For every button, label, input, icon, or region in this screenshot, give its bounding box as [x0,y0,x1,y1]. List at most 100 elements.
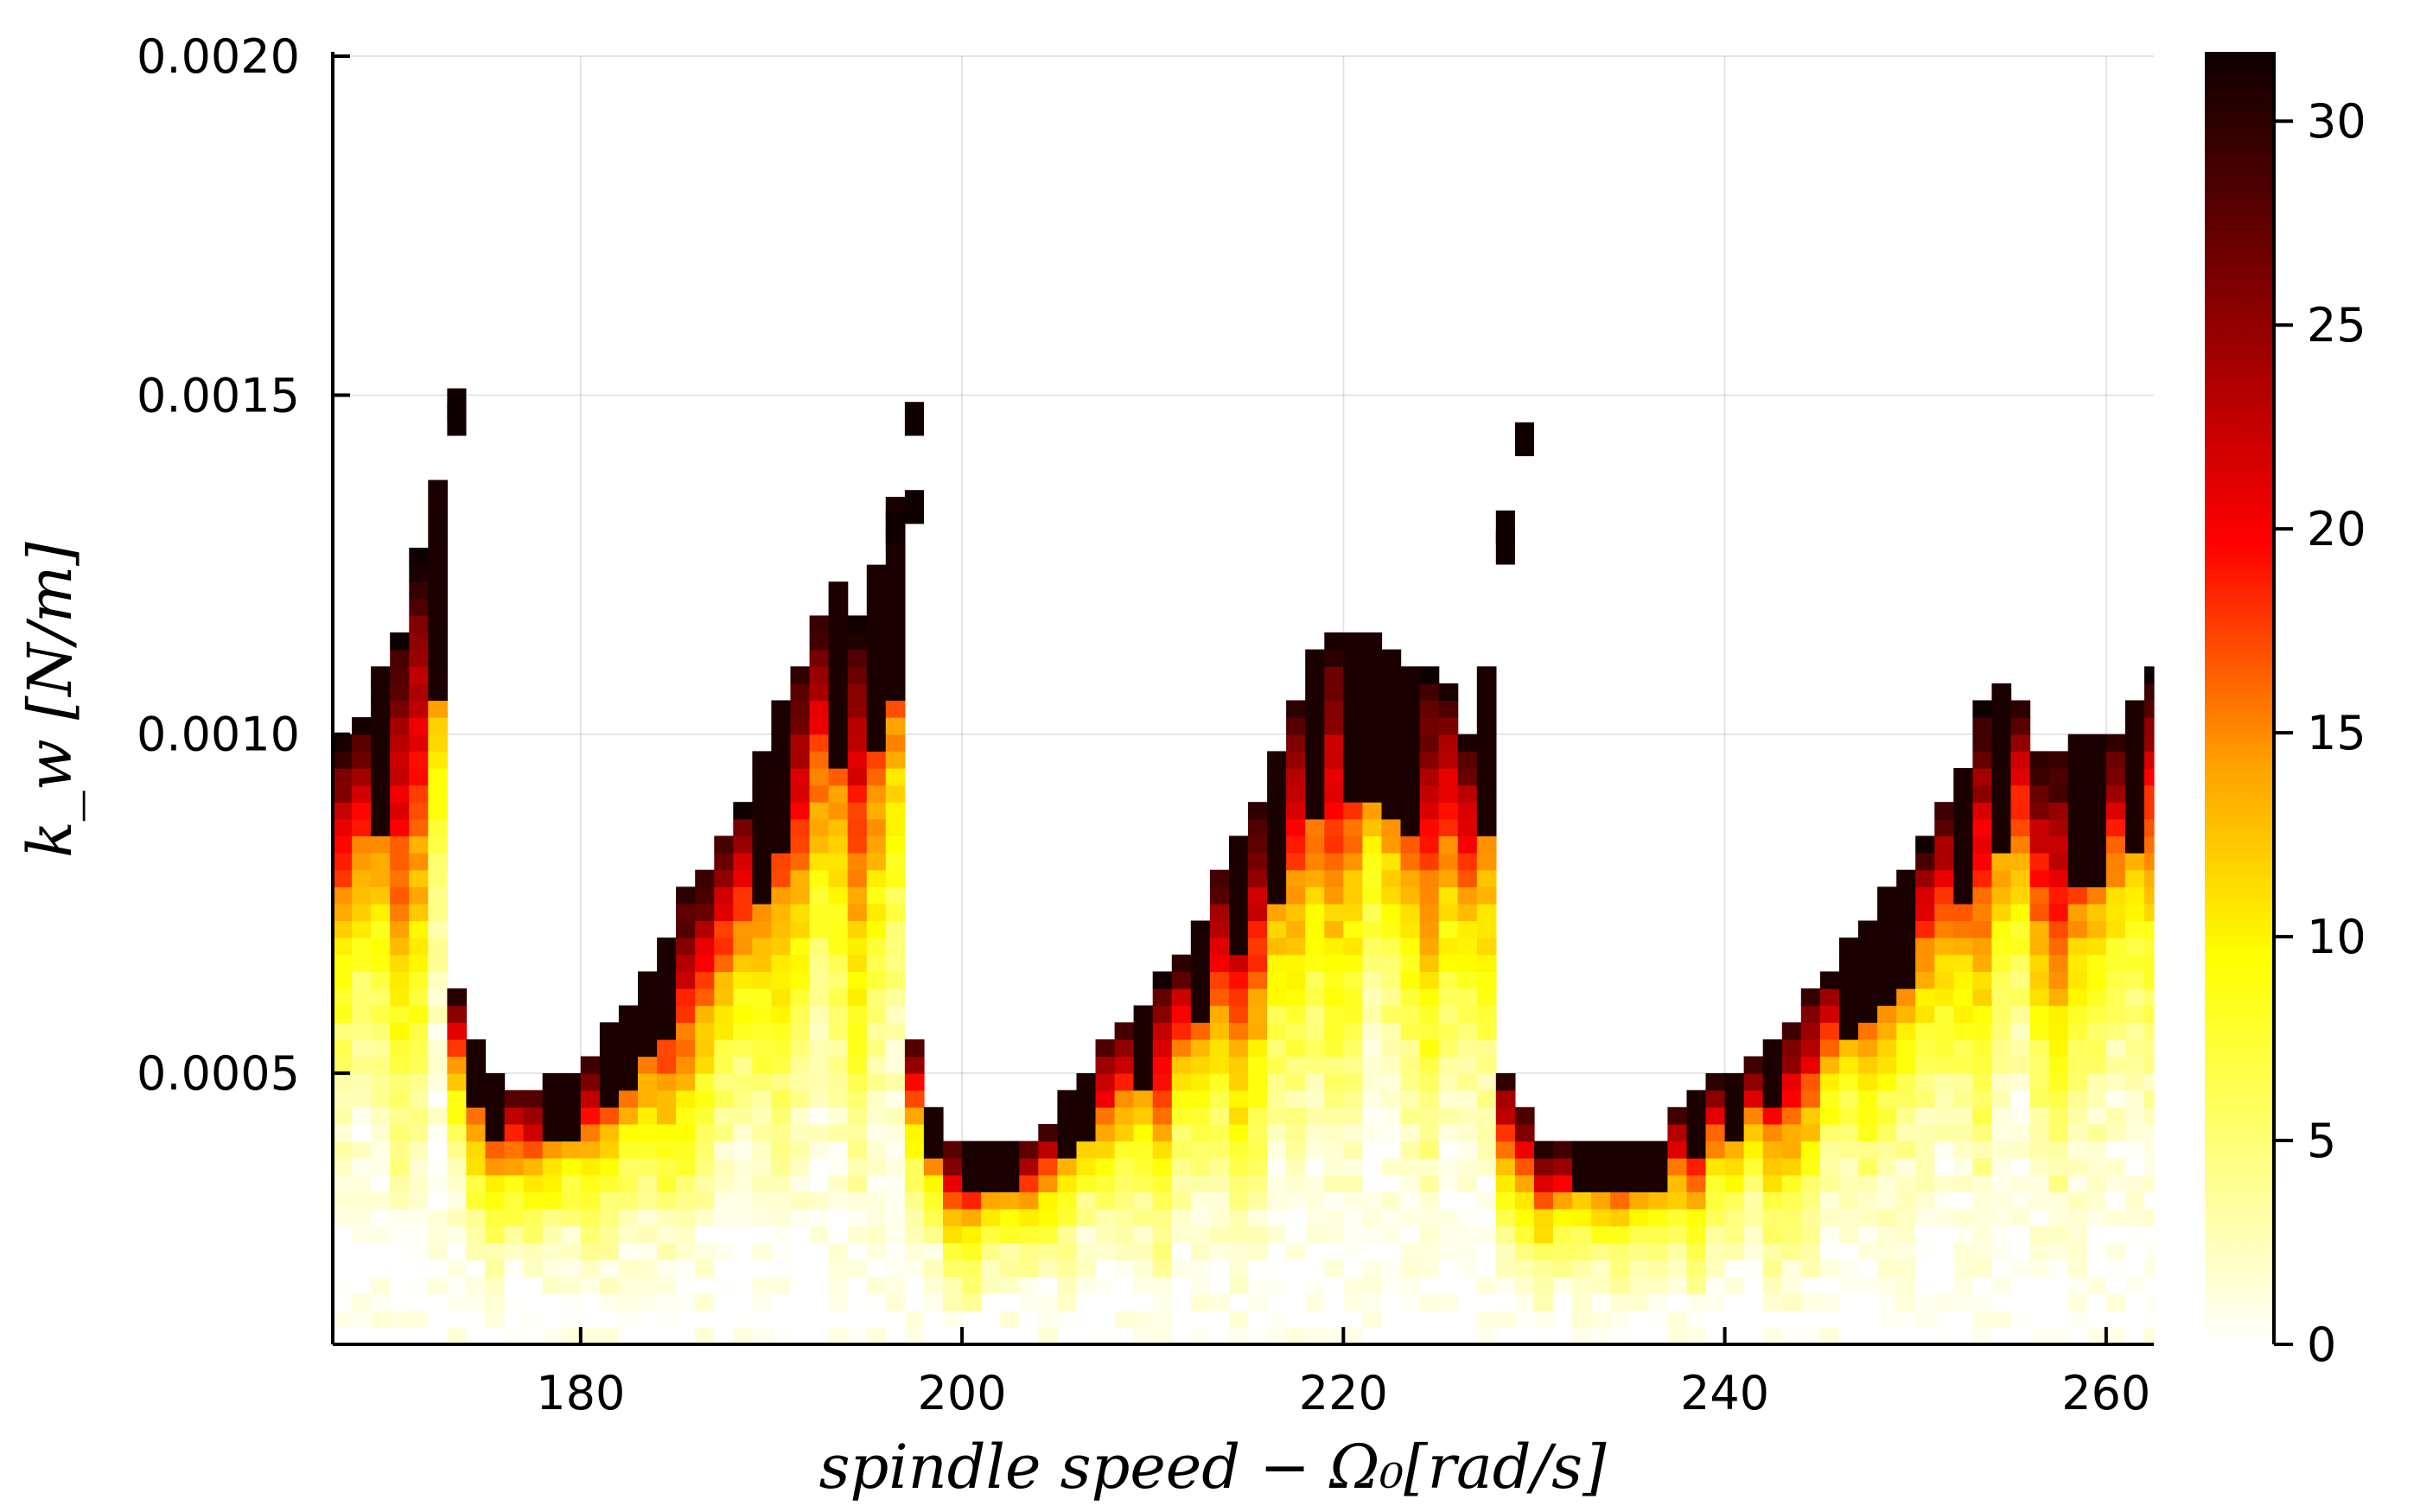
heatmap-cell [1362,869,1383,887]
heatmap-cell [2124,751,2145,769]
heatmap-cell [866,1140,887,1159]
heatmap-cell [1953,886,1973,905]
heatmap-cell [504,1174,525,1192]
heatmap-cell [1209,1073,1230,1091]
heatmap-cell [1133,1090,1154,1108]
heatmap-cell [676,1310,696,1328]
heatmap-cell [409,1310,429,1328]
heatmap-cell [428,1259,448,1278]
heatmap-cell [428,1327,448,1345]
heatmap-cell [1781,1310,1802,1328]
heatmap-cell [1286,785,1306,803]
heatmap-cell [1286,751,1306,769]
heatmap-cell [1724,1293,1745,1312]
heatmap-cell [809,1073,830,1091]
heatmap-cell [1038,1293,1058,1312]
heatmap-cell [2029,1242,2050,1261]
heatmap-cell [1858,920,1878,938]
heatmap-cell [1915,1225,1935,1243]
heatmap-cell [1819,1090,1840,1108]
heatmap-cell [2048,1259,2069,1278]
heatmap-cell [2086,802,2107,820]
heatmap-cell [1419,1327,1440,1345]
heatmap-cell [828,1174,849,1192]
heatmap-cell [828,920,849,938]
heatmap-cell [352,1242,372,1261]
heatmap-cell [828,1124,849,1142]
heatmap-cell [771,1242,792,1261]
heatmap-cell [1800,1225,1821,1243]
heatmap-cell [828,581,849,600]
heatmap-cell [1419,971,1440,989]
heatmap-cell [1267,1310,1287,1328]
heatmap-cell [2067,785,2088,803]
heatmap-cell [1362,853,1383,871]
heatmap-cell [1286,1209,1306,1227]
heatmap-cell [1514,1174,1535,1192]
heatmap-cell [771,1174,792,1192]
heatmap-cell [1724,1140,1745,1159]
heatmap-cell [1229,937,1249,956]
heatmap-cell [447,1005,468,1023]
heatmap-cell [2048,1225,2069,1243]
heatmap-cell [1133,1056,1154,1074]
heatmap-cell [1152,1022,1173,1040]
heatmap-cell [733,1056,753,1074]
heatmap-cell [2048,903,2069,922]
heatmap-cell [1209,1124,1230,1142]
heatmap-cell [771,1090,792,1108]
heatmap-cell [523,1124,544,1142]
heatmap-cell [1171,1191,1192,1210]
heatmap-cell [1476,1310,1497,1328]
heatmap-cell [2029,1158,2050,1176]
heatmap-cell [1000,1209,1020,1227]
heatmap-cell [447,1124,468,1142]
heatmap-cell [1190,988,1211,1007]
heatmap-cell [1343,700,1363,718]
heatmap-cell [790,751,811,769]
heatmap-cell [2124,1124,2145,1142]
heatmap-cell [409,1276,429,1294]
heatmap-cell [1705,1327,1726,1345]
heatmap-cell [390,1191,410,1210]
heatmap-cell [504,1327,525,1345]
heatmap-cell [561,1310,582,1328]
heatmap-cell [1267,1293,1287,1312]
heatmap-cell [847,903,868,922]
heatmap-cell [1362,751,1383,769]
heatmap-cell [1591,1191,1611,1210]
heatmap-cell [1686,1140,1707,1159]
heatmap-cell [828,988,849,1007]
heatmap-cell [1381,1090,1402,1108]
heatmap-cell [1171,1293,1192,1312]
heatmap-cell [1800,1327,1821,1345]
heatmap-cell [1229,1209,1249,1227]
heatmap-cell [1819,1209,1840,1227]
heatmap-cell [2105,1293,2126,1312]
heatmap-cell [695,988,715,1007]
heatmap-cell [1953,920,1973,938]
heatmap-cell [409,632,429,651]
heatmap-cell [2105,1140,2126,1159]
heatmap-cell [1495,1158,1516,1176]
heatmap-cell [1343,903,1363,922]
heatmap-cell [1991,1140,2012,1159]
heatmap-cell [1362,1090,1383,1108]
heatmap-cell [352,1124,372,1142]
heatmap-cell [1495,1191,1516,1210]
x-tick-labels: 180 200 220 240 260 [536,1327,2150,1420]
heatmap-cell [618,1242,639,1261]
heatmap-cell [1095,1225,1116,1243]
heatmap-cell [885,1310,906,1328]
heatmap-cell [447,1107,468,1125]
heatmap-cell [1476,835,1497,854]
heatmap-cell [1648,1293,1668,1312]
heatmap-cell [580,1327,601,1345]
heatmap-cell [1419,1107,1440,1125]
heatmap-cell [1839,1209,1859,1227]
heatmap-cell [2067,937,2088,956]
heatmap-cell [847,937,868,956]
heatmap-cell [1133,1310,1154,1328]
heatmap-cell [1476,1276,1497,1294]
heatmap-cell [771,1005,792,1023]
